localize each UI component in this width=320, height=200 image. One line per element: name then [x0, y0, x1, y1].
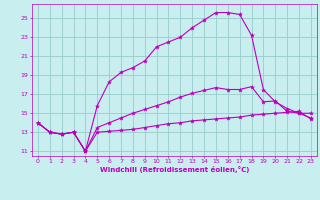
X-axis label: Windchill (Refroidissement éolien,°C): Windchill (Refroidissement éolien,°C) — [100, 166, 249, 173]
